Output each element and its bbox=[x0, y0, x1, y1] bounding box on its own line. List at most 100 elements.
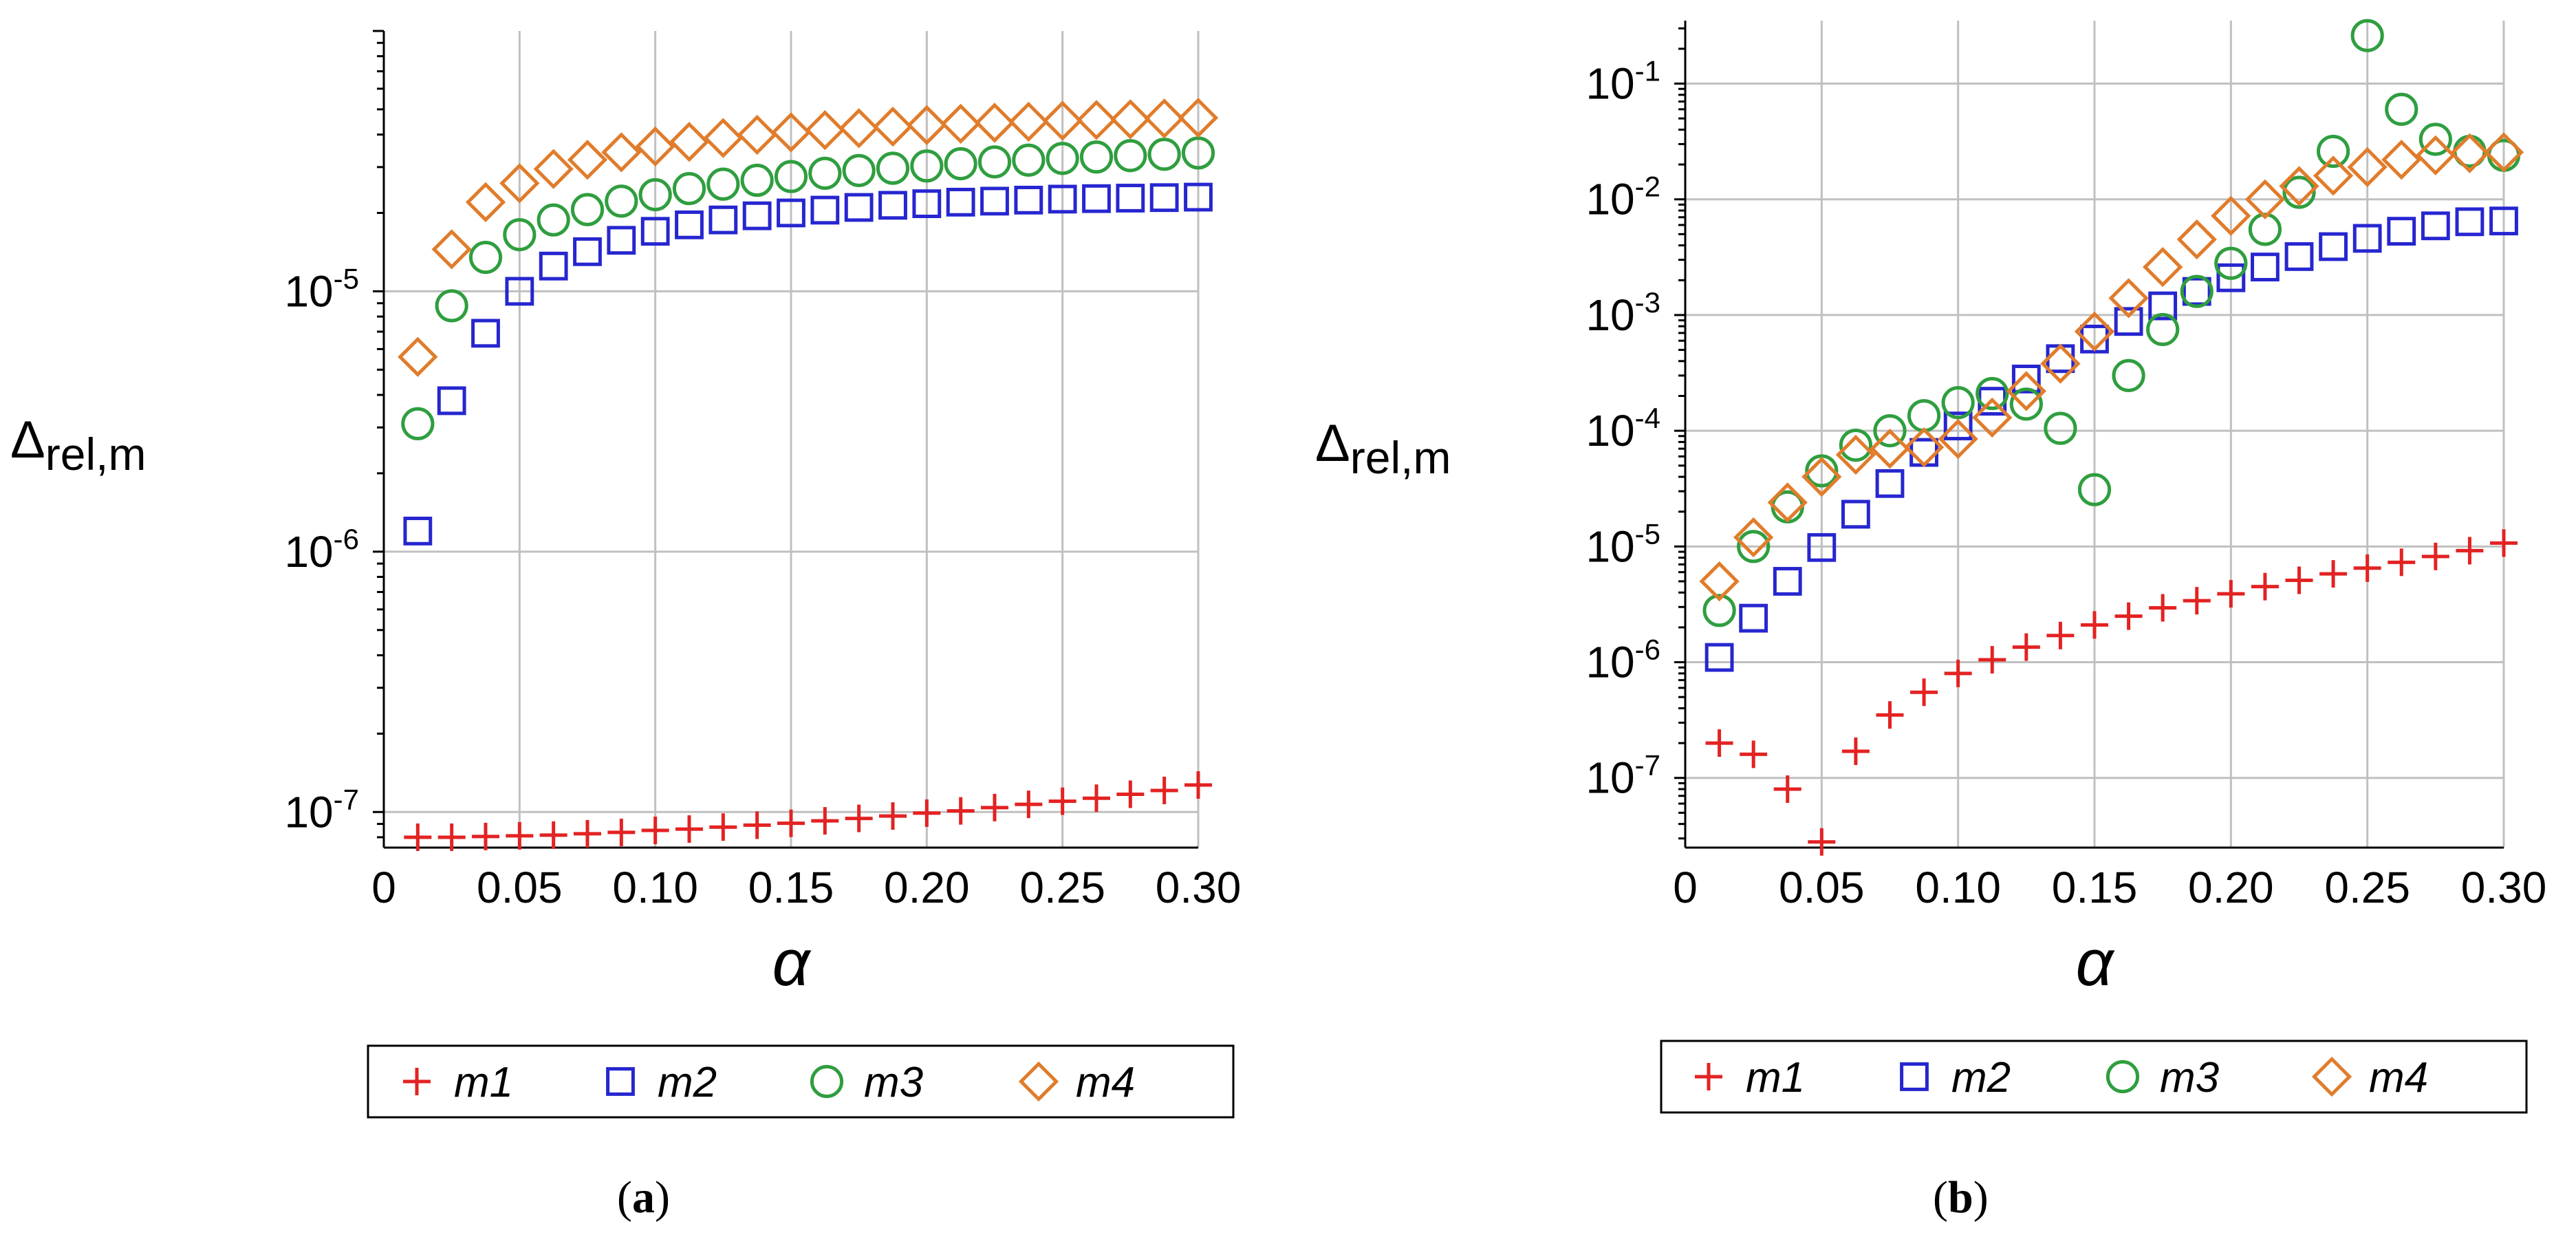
data-point-m1 bbox=[2081, 611, 2108, 639]
data-point-m1 bbox=[946, 797, 975, 825]
data-point-m2 bbox=[878, 191, 907, 220]
legend-item-m4: m4 bbox=[2311, 1054, 2428, 1101]
data-point-m3 bbox=[2180, 275, 2214, 308]
data-point-m3 bbox=[1114, 139, 1147, 173]
data-point-m2 bbox=[2080, 324, 2109, 354]
legend-item-m2: m2 bbox=[1900, 1054, 2011, 1101]
data-point-m3 bbox=[1046, 142, 1079, 175]
legend-item-m4: m4 bbox=[1018, 1059, 1135, 1106]
legend-box bbox=[367, 1044, 1235, 1119]
data-point-m3 bbox=[2044, 411, 2077, 445]
x-tick-label: 0.10 bbox=[1915, 863, 2001, 912]
legend-marker-m1 bbox=[403, 1068, 431, 1095]
data-point-m4 bbox=[1008, 101, 1049, 142]
data-point-m4 bbox=[2483, 132, 2524, 173]
data-point-m3 bbox=[1181, 136, 1215, 170]
data-point-m3 bbox=[2316, 134, 2350, 169]
data-point-m4 bbox=[703, 118, 744, 158]
legend: m1 m2 m3 m4 bbox=[1660, 1040, 2528, 1114]
legend-label-m2: m2 bbox=[1951, 1054, 2011, 1101]
y-tick-label: 10-7 bbox=[1585, 749, 1660, 803]
data-point-m4 bbox=[2449, 133, 2490, 173]
data-point-m3 bbox=[977, 145, 1012, 179]
data-point-m4 bbox=[2108, 278, 2149, 319]
data-point-m1 bbox=[709, 813, 737, 841]
legend-marker-m3 bbox=[2106, 1059, 2140, 1094]
x-axis-label: α bbox=[2076, 926, 2115, 1000]
x-tick-label: 0.20 bbox=[2188, 863, 2274, 912]
x-tick-label: 0.10 bbox=[612, 863, 698, 912]
data-point-m4 bbox=[1110, 99, 1151, 140]
data-point-m2 bbox=[810, 195, 840, 225]
data-point-m3 bbox=[2418, 122, 2452, 156]
legend-marker-m3 bbox=[810, 1064, 844, 1099]
data-point-m4 bbox=[2415, 135, 2456, 175]
data-point-m1 bbox=[777, 809, 805, 837]
data-point-m2 bbox=[1048, 184, 1077, 214]
y-tick-label: 10-1 bbox=[1585, 55, 1660, 109]
data-point-m3 bbox=[944, 147, 977, 181]
data-point-m2 bbox=[777, 198, 805, 228]
data-point-m1 bbox=[2388, 548, 2416, 577]
data-point-m2 bbox=[1704, 643, 1734, 672]
data-point-m2 bbox=[2421, 211, 2450, 241]
data-point-m4 bbox=[805, 110, 845, 151]
data-point-m3 bbox=[808, 156, 842, 190]
data-point-m3 bbox=[2282, 175, 2316, 209]
data-point-m1 bbox=[1773, 775, 1801, 804]
panel-label: (b) bbox=[1933, 1172, 1989, 1223]
data-point-m2 bbox=[2148, 291, 2178, 321]
data-point-m4 bbox=[2313, 155, 2354, 196]
data-point-m4 bbox=[1076, 100, 1117, 140]
legend-box bbox=[1660, 1040, 2528, 1114]
panel-label: (a) bbox=[617, 1172, 670, 1223]
data-point-m4 bbox=[1144, 98, 1184, 139]
data-point-m2 bbox=[2284, 242, 2314, 271]
data-point-m2 bbox=[1841, 499, 1870, 529]
data-point-m1 bbox=[981, 793, 1008, 821]
data-point-m1 bbox=[1978, 645, 2006, 674]
data-point-m4 bbox=[1972, 397, 2013, 438]
data-point-m4 bbox=[838, 108, 879, 149]
data-point-m2 bbox=[505, 277, 534, 306]
data-point-m1 bbox=[2149, 594, 2177, 622]
data-point-m4 bbox=[940, 103, 981, 144]
data-point-m4 bbox=[2074, 311, 2115, 352]
data-point-m1 bbox=[1150, 776, 1178, 804]
data-point-m4 bbox=[2381, 139, 2422, 180]
data-point-m2 bbox=[946, 187, 975, 217]
y-axis-label: Δrel,m bbox=[10, 411, 146, 480]
data-point-m3 bbox=[2009, 387, 2043, 421]
data-point-m2 bbox=[1184, 182, 1213, 212]
data-point-m4 bbox=[872, 106, 913, 147]
data-point-m2 bbox=[1943, 411, 1973, 441]
x-tick-label: 0.15 bbox=[748, 863, 834, 912]
data-point-m3 bbox=[1839, 429, 1873, 462]
data-point-m1 bbox=[2183, 587, 2211, 615]
legend-label-m3: m3 bbox=[864, 1059, 923, 1106]
data-point-m3 bbox=[1976, 376, 2009, 411]
data-point-m3 bbox=[2214, 246, 2248, 280]
data-point-m2 bbox=[1739, 603, 1768, 633]
data-point-m4 bbox=[1178, 98, 1219, 138]
data-point-m4 bbox=[1699, 561, 1740, 602]
data-point-m4 bbox=[2211, 195, 2251, 236]
x-tick-label: 0.15 bbox=[2052, 863, 2138, 912]
data-point-m1 bbox=[607, 818, 636, 846]
data-point-m3 bbox=[1079, 140, 1114, 174]
data-point-m3 bbox=[1147, 138, 1181, 171]
data-point-m1 bbox=[879, 802, 907, 830]
data-point-m2 bbox=[912, 189, 942, 219]
data-point-m4 bbox=[1733, 517, 1774, 558]
data-point-m4 bbox=[533, 149, 574, 189]
data-point-m2 bbox=[1773, 567, 1802, 596]
data-point-m1 bbox=[2456, 537, 2484, 565]
data-point-m4 bbox=[2040, 343, 2081, 384]
gridlines bbox=[1685, 21, 2505, 848]
data-point-m4 bbox=[2244, 179, 2286, 219]
x-tick-label: 0.05 bbox=[1779, 863, 1865, 912]
data-point-m3 bbox=[605, 184, 638, 218]
data-point-m2 bbox=[640, 217, 670, 246]
